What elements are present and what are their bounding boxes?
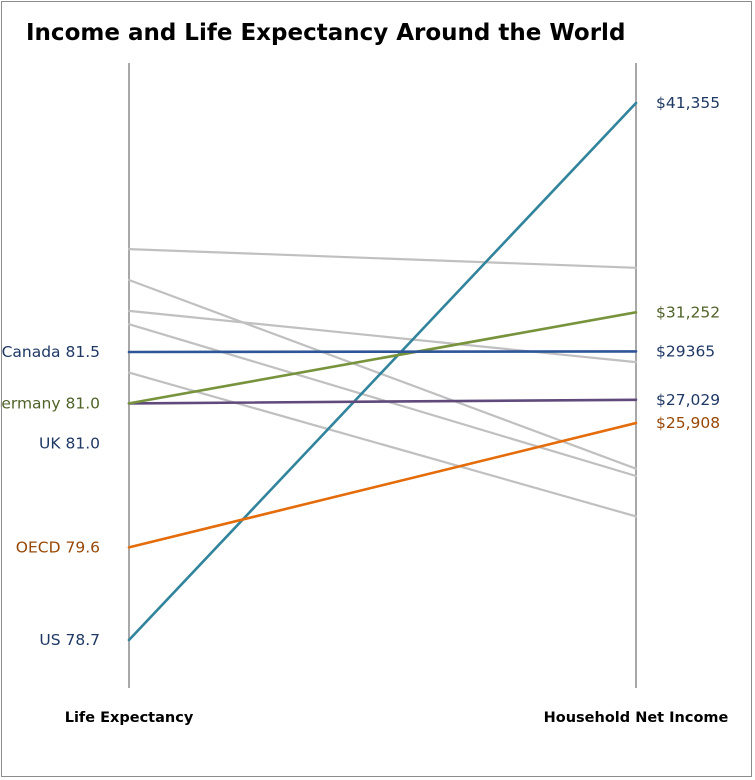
chart-title: Income and Life Expectancy Around the Wo… xyxy=(26,20,625,46)
series-line-other-9 xyxy=(127,371,638,518)
right-label-uk: $27,029 xyxy=(656,391,720,409)
series-line-germany xyxy=(127,310,638,405)
series-line-uk xyxy=(127,398,638,405)
left-label-oecd: OECD 79.6 xyxy=(16,538,100,556)
left-label-uk: UK 81.0 xyxy=(39,434,100,452)
left-label-us: US 78.7 xyxy=(39,631,100,649)
series-lines xyxy=(127,101,638,642)
left-label-canada: Canada 81.5 xyxy=(2,343,100,361)
series-line-us xyxy=(127,101,638,642)
series-line-canada xyxy=(127,350,638,354)
series-line-other-7 xyxy=(127,309,638,364)
series-line-other-5 xyxy=(127,248,638,269)
series-labels: US 78.7 $41,355 OECD 79.6 $25,908 UK 81.0 $27… xyxy=(0,94,720,649)
left-label-germany: Germany 81.0 xyxy=(0,394,100,412)
left-axis-name: Life Expectancy xyxy=(65,710,194,726)
series-line-oecd xyxy=(127,421,638,549)
series-line-other-6 xyxy=(127,278,638,470)
right-label-germany: $31,252 xyxy=(656,303,720,321)
right-label-canada: $29365 xyxy=(656,342,715,360)
right-label-us: $41,355 xyxy=(656,94,720,112)
right-label-oecd: $25,908 xyxy=(656,414,720,432)
right-axis-name: Household Net Income xyxy=(544,710,729,726)
series-line-other-8 xyxy=(127,323,638,478)
